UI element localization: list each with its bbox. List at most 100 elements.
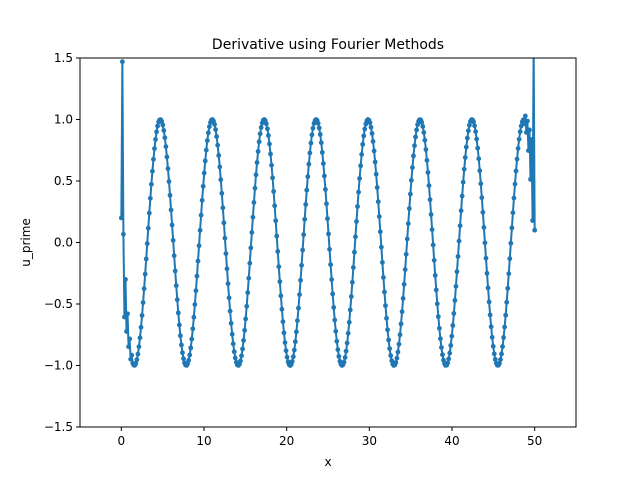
series-point: [506, 271, 512, 277]
series-point: [411, 153, 416, 159]
chart-title: Derivative using Fourier Methods: [212, 37, 444, 53]
series-point: [492, 357, 498, 362]
series-point: [273, 218, 279, 224]
series-point: [150, 168, 155, 174]
series-point: [414, 127, 419, 133]
series-point: [528, 176, 533, 182]
series-point: [230, 341, 236, 347]
series-point: [128, 356, 134, 362]
series-point: [413, 134, 418, 140]
series-point: [303, 202, 309, 207]
series-line: [120, 58, 536, 367]
series-point: [394, 355, 400, 361]
series-point: [239, 353, 244, 359]
series-point: [464, 135, 470, 141]
series-point: [431, 257, 437, 263]
series-point: [267, 141, 272, 147]
series-point: [225, 281, 231, 287]
series-point: [161, 128, 167, 133]
series-point: [474, 136, 480, 142]
series-point: [498, 357, 503, 362]
series-point: [137, 335, 143, 341]
series-point: [354, 219, 359, 224]
series-point: [214, 134, 220, 139]
series-point: [511, 195, 517, 201]
series-point: [501, 335, 506, 340]
series-point: [386, 337, 391, 343]
series-point: [298, 277, 303, 283]
series-point: [482, 240, 488, 246]
series-point: [307, 150, 313, 156]
series-point: [176, 322, 182, 328]
series-point: [453, 283, 459, 289]
series-point: [299, 262, 304, 268]
series-point: [297, 292, 302, 297]
series-point: [274, 233, 280, 239]
series-point: [360, 141, 366, 147]
series-point: [488, 324, 494, 330]
series-point: [383, 303, 388, 309]
series-point: [216, 152, 222, 158]
series-point: [513, 168, 519, 174]
series-point: [400, 296, 406, 301]
series-point: [462, 155, 468, 160]
series-point: [483, 255, 489, 261]
series-point: [309, 132, 315, 138]
y-tick-label: 0.0: [54, 236, 73, 250]
series-point: [193, 288, 199, 294]
series-point: [244, 303, 250, 309]
series-point: [509, 225, 515, 231]
series-point: [163, 144, 169, 149]
series-point: [456, 238, 462, 244]
series-point: [143, 256, 149, 262]
series-point: [370, 139, 376, 144]
series-point: [151, 156, 156, 162]
series-point: [485, 285, 491, 291]
series-point: [475, 145, 481, 151]
series-point: [477, 168, 483, 174]
series-point: [398, 321, 404, 327]
series-point: [294, 329, 299, 335]
series-point: [522, 113, 528, 119]
series-point: [138, 324, 144, 330]
series-point: [396, 341, 402, 347]
series-point: [450, 323, 456, 328]
series-point: [362, 126, 368, 132]
series-point: [147, 195, 153, 201]
series-point: [139, 313, 145, 318]
series-point: [173, 283, 179, 289]
series-point: [412, 143, 417, 149]
series-point: [490, 343, 496, 349]
series-point: [291, 347, 297, 353]
series-point: [427, 197, 433, 203]
series-point: [280, 319, 286, 325]
series-point: [517, 129, 523, 135]
series-point: [467, 122, 472, 128]
series-point: [422, 137, 428, 143]
series-point: [525, 118, 530, 124]
series-point: [127, 336, 133, 342]
series-point: [302, 216, 308, 222]
series-point: [315, 120, 321, 126]
series-point: [227, 308, 233, 314]
x-tick-label: 50: [527, 434, 542, 448]
series-point: [245, 290, 251, 296]
series-point: [148, 181, 154, 187]
series-point: [407, 191, 413, 197]
series-point: [223, 251, 229, 256]
series-point: [290, 354, 296, 360]
series-point: [240, 346, 245, 352]
series-point: [191, 314, 197, 320]
series-point: [305, 174, 311, 180]
series-point: [530, 218, 535, 223]
series-point: [217, 164, 223, 170]
series-point: [329, 277, 335, 282]
series-point: [480, 209, 486, 215]
y-tick-label: 0.5: [54, 174, 73, 188]
series-point: [439, 345, 444, 350]
y-axis-ticks: −1.5 −1.0 −0.5 0.0 0.5 1.0 1.5: [44, 51, 80, 434]
series-point: [300, 247, 306, 253]
series-point: [355, 204, 360, 209]
series-point: [198, 212, 204, 218]
series-point: [451, 311, 457, 316]
